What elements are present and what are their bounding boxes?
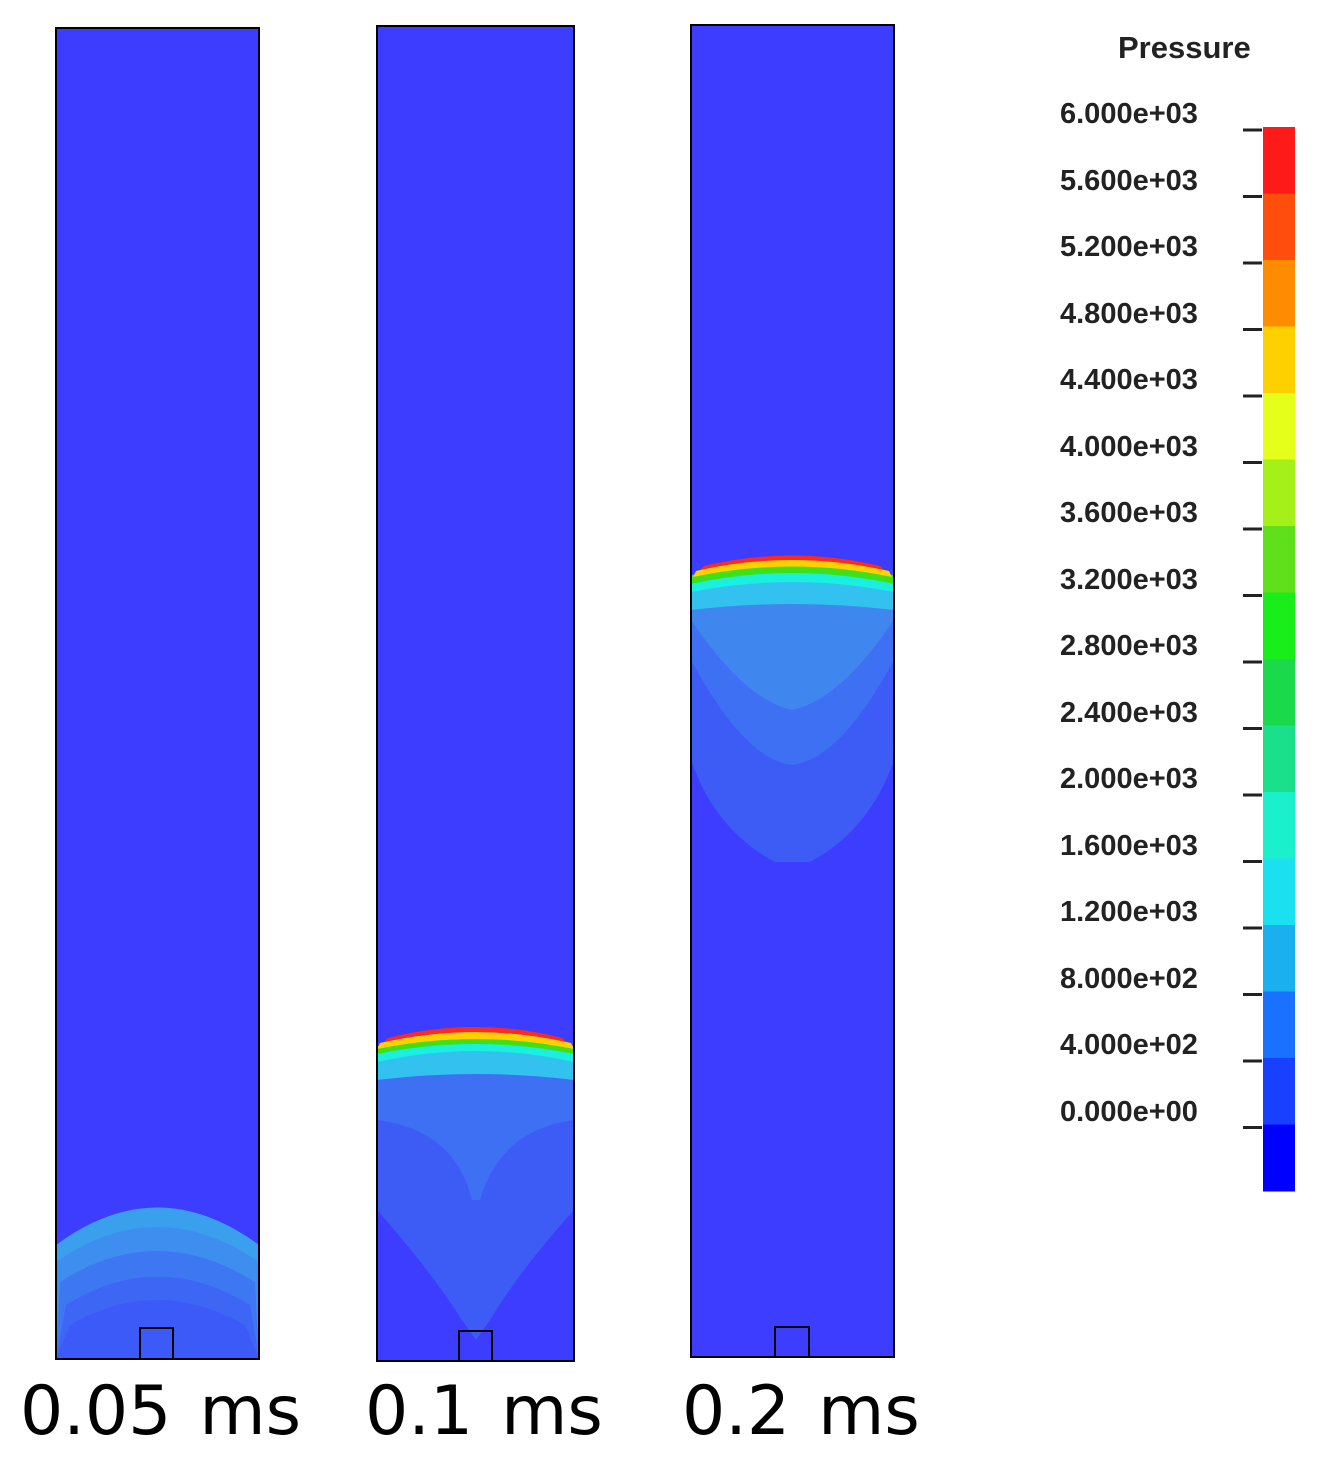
legend-tick-label: 4.400e+03 [1060,364,1198,396]
legend-tick-label: 8.000e+02 [1060,962,1198,995]
front-yellow [377,1032,574,1049]
legend-band [1263,260,1295,327]
legend-band [1263,326,1295,394]
legend-tick-label: 0.000e+00 [1060,1095,1198,1128]
legend-tick-label: 1.200e+03 [1060,896,1198,928]
legend-band [1263,592,1295,660]
time-unit: ms [199,1372,302,1451]
legend-band [1263,1058,1295,1125]
time-unit: ms [501,1372,603,1451]
legend-band [1263,858,1295,926]
legend-tick-label: 4.000e+03 [1060,430,1198,463]
legend-tick-label: 2.400e+03 [1060,696,1198,729]
legend-band [1263,725,1295,793]
legend-tick-label: 5.200e+03 [1060,231,1198,263]
legend-band [1263,459,1295,527]
source-box [139,1327,174,1360]
legend-band [1263,659,1295,726]
legend-tick-label: 3.200e+03 [1060,563,1198,596]
front-red [384,1027,566,1042]
panel-0-1ms [376,25,575,1362]
inner-contour-2 [691,590,894,710]
time-value: 0.05 [20,1372,172,1451]
legend-band [1263,991,1295,1059]
legend-band [1263,393,1295,460]
legend-tick-label: 2.800e+03 [1060,630,1198,662]
time-label-0-2ms: 0.2 ms [682,1378,920,1446]
legend-tick-label: 4.800e+03 [1060,297,1198,330]
legend-tick-label: 4.000e+02 [1060,1029,1198,1061]
inner-contour [377,1060,574,1200]
front-yellow [693,559,892,577]
legend-tick-label: 3.600e+03 [1060,497,1198,529]
domain-field [56,28,259,1359]
source-box [458,1330,493,1362]
legend-tick-label: 1.600e+03 [1060,829,1198,862]
time-value: 0.1 [365,1372,474,1451]
source-box [774,1326,810,1358]
time-label-0-1ms: 0.1 ms [365,1378,603,1446]
time-label-0-05ms: 0.05 ms [20,1378,301,1446]
legend-band [1263,792,1295,859]
panel-0-05ms [55,27,260,1360]
legend-tick-label: 5.600e+03 [1060,164,1198,197]
legend-band [1263,526,1295,593]
legend-band [1263,1124,1295,1192]
panel-0-2ms [690,24,895,1358]
legend-band [1263,925,1295,992]
front-red [700,555,884,570]
legend-tick-label: 2.000e+03 [1060,763,1198,795]
time-value: 0.2 [682,1372,791,1451]
legend-title: Pressure [1118,30,1251,65]
pressure-contour-4 [56,1300,259,1359]
legend-band [1263,193,1295,261]
legend-tick-marks [1243,128,1262,1129]
legend-band [1263,127,1295,194]
legend-tick-label: 6.000e+03 [1060,98,1198,130]
legend-color-bar [1263,127,1295,1192]
time-unit: ms [818,1372,920,1451]
